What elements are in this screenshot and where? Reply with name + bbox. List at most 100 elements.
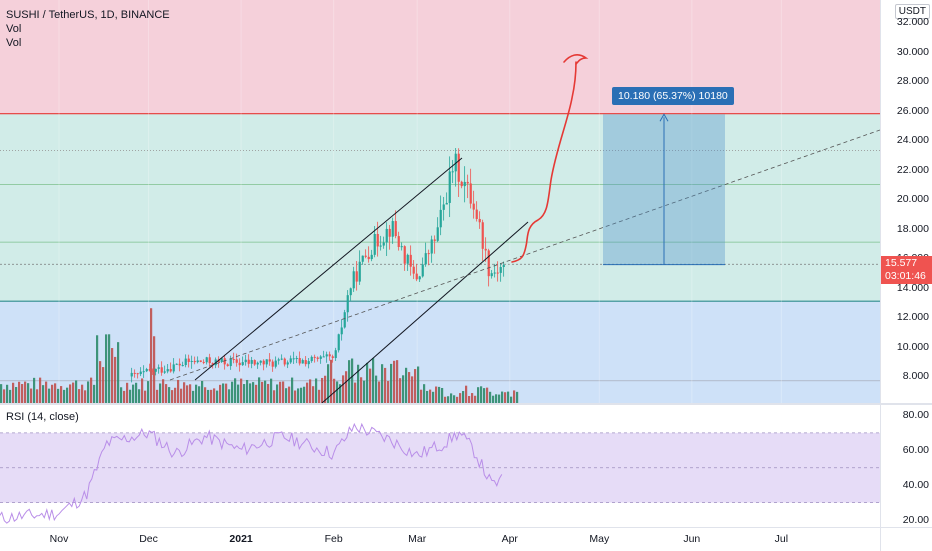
candle-body xyxy=(376,233,379,247)
volume-legend-2[interactable]: Vol xyxy=(6,37,22,49)
volume-bar xyxy=(231,381,234,403)
volume-bar xyxy=(105,334,108,403)
price-chart-svg[interactable] xyxy=(0,0,880,403)
candle-body xyxy=(148,369,151,371)
volume-bar xyxy=(177,379,180,403)
volume-bar xyxy=(165,384,168,403)
candle-body xyxy=(424,253,427,265)
volume-bar xyxy=(486,387,489,403)
currency-badge[interactable]: USDT xyxy=(894,4,930,19)
symbol-title[interactable]: SUSHI / TetherUS, 1D, BINANCE xyxy=(6,9,170,21)
candle-body xyxy=(433,239,436,241)
candle-body xyxy=(166,369,169,372)
volume-bar xyxy=(66,387,69,403)
volume-bar xyxy=(291,377,294,403)
volume-bar xyxy=(126,382,129,403)
volume-bar xyxy=(279,381,282,403)
volume-bar xyxy=(57,388,60,403)
candle-body xyxy=(343,312,346,328)
volume-bar xyxy=(60,386,63,403)
candles xyxy=(130,148,505,383)
volume-bar xyxy=(477,387,480,403)
volume-bar xyxy=(207,389,210,403)
candle-body xyxy=(145,369,148,372)
volume-bar xyxy=(465,385,468,403)
volume-bar xyxy=(261,381,264,403)
volume-bar xyxy=(78,389,81,403)
candle-body xyxy=(211,363,214,366)
candle-body xyxy=(238,362,241,366)
rsi-legend[interactable]: RSI (14, close) xyxy=(6,411,79,423)
volume-bar xyxy=(123,390,126,403)
volume-bar xyxy=(516,391,519,403)
volume-bar xyxy=(48,388,51,403)
volume-bar xyxy=(327,364,330,403)
volume-bar xyxy=(222,383,225,403)
bar-countdown: 03:01:46 xyxy=(885,270,926,282)
volume-bar xyxy=(129,389,132,403)
volume-bar xyxy=(9,389,12,403)
rsi-axis[interactable]: 80.00 60.00 40.00 20.00 xyxy=(880,405,932,527)
volume-bar xyxy=(354,382,357,403)
volume-bar xyxy=(339,384,342,403)
current-price-value: 15.577 xyxy=(885,257,918,269)
volume-bar xyxy=(408,372,411,403)
volume-bar xyxy=(510,396,513,403)
candle-body xyxy=(247,359,250,364)
candle-body xyxy=(397,236,400,247)
candle-body xyxy=(163,371,166,373)
pane-separator[interactable] xyxy=(0,403,932,405)
candle-body xyxy=(400,246,403,248)
candle-body xyxy=(415,273,418,280)
volume-bar xyxy=(504,392,507,403)
volume-bar xyxy=(480,386,483,403)
volume-bar xyxy=(93,384,96,403)
price-range-measure-label[interactable]: 10.180 (65.37%) 10180 xyxy=(612,87,734,105)
volume-bar xyxy=(459,393,462,403)
candle-body xyxy=(496,272,499,274)
volume-bar xyxy=(51,384,54,403)
candle-body xyxy=(388,228,391,237)
volume-bar xyxy=(378,381,381,403)
volume-bar xyxy=(12,382,15,403)
volume-bar xyxy=(282,381,285,403)
volume-bar xyxy=(81,384,84,403)
price-tick-label: 10.000 xyxy=(896,340,929,353)
candle-body xyxy=(349,288,352,296)
rsi-tick-label: 60.00 xyxy=(902,444,929,457)
volume-bar xyxy=(432,391,435,403)
candle-body xyxy=(199,360,202,362)
candle-body xyxy=(430,239,433,254)
candle-body xyxy=(379,245,382,247)
volume-bar xyxy=(90,377,93,403)
volume-bar xyxy=(240,378,243,403)
volume-bar xyxy=(300,387,303,403)
volume-legend-1[interactable]: Vol xyxy=(6,23,22,35)
volume-bar xyxy=(168,387,171,403)
candle-body xyxy=(370,254,373,260)
volume-bar xyxy=(252,382,255,403)
candle-body xyxy=(130,372,133,377)
candle-body xyxy=(325,354,328,357)
axis-corner[interactable] xyxy=(880,527,932,551)
volume-bar xyxy=(342,375,345,403)
candle-body xyxy=(229,359,232,367)
volume-bar xyxy=(111,348,114,403)
price-axis[interactable]: USDT 32.000 30.000 28.000 26.000 24.000 22.00… xyxy=(880,0,932,403)
rsi-pane[interactable]: RSI (14, close) xyxy=(0,405,880,527)
candle-body xyxy=(307,361,310,365)
rsi-chart-svg[interactable] xyxy=(0,405,880,527)
time-tick-label: Jul xyxy=(774,533,789,545)
volume-bar xyxy=(273,390,276,403)
candle-body xyxy=(157,367,160,369)
volume-bar xyxy=(462,391,465,403)
time-axis[interactable]: Nov Dec 2021 Feb Mar Apr May Jun Jul xyxy=(0,527,880,551)
candle-body xyxy=(151,370,154,372)
volume-bar xyxy=(411,376,414,403)
candle-body xyxy=(355,271,358,282)
volume-bar xyxy=(438,386,441,403)
candle-body xyxy=(205,357,208,363)
price-chart-pane[interactable]: SUSHI / TetherUS, 1D, BINANCE Vol Vol 10… xyxy=(0,0,880,403)
candle-body xyxy=(313,356,316,358)
volume-bar xyxy=(189,384,192,403)
